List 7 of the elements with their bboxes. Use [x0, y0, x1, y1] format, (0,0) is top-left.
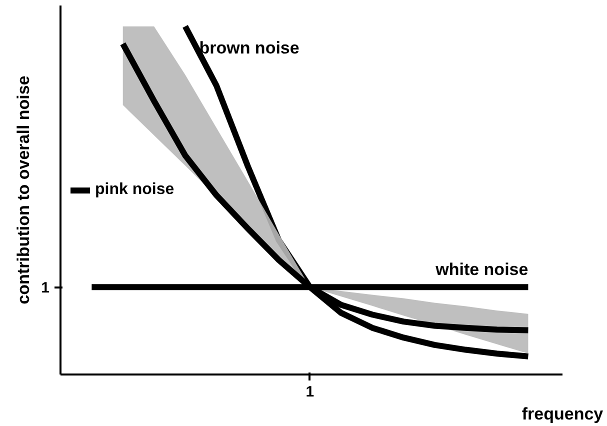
y-axis-title: contribution to overall noise: [14, 76, 34, 304]
series-label: brown noise: [199, 38, 300, 58]
text: 1: [306, 384, 314, 400]
text: 1: [41, 280, 50, 297]
x-axis-title: frequency: [522, 404, 604, 424]
series-label: white noise: [434, 260, 528, 280]
legend-label: pink noise: [95, 180, 174, 198]
